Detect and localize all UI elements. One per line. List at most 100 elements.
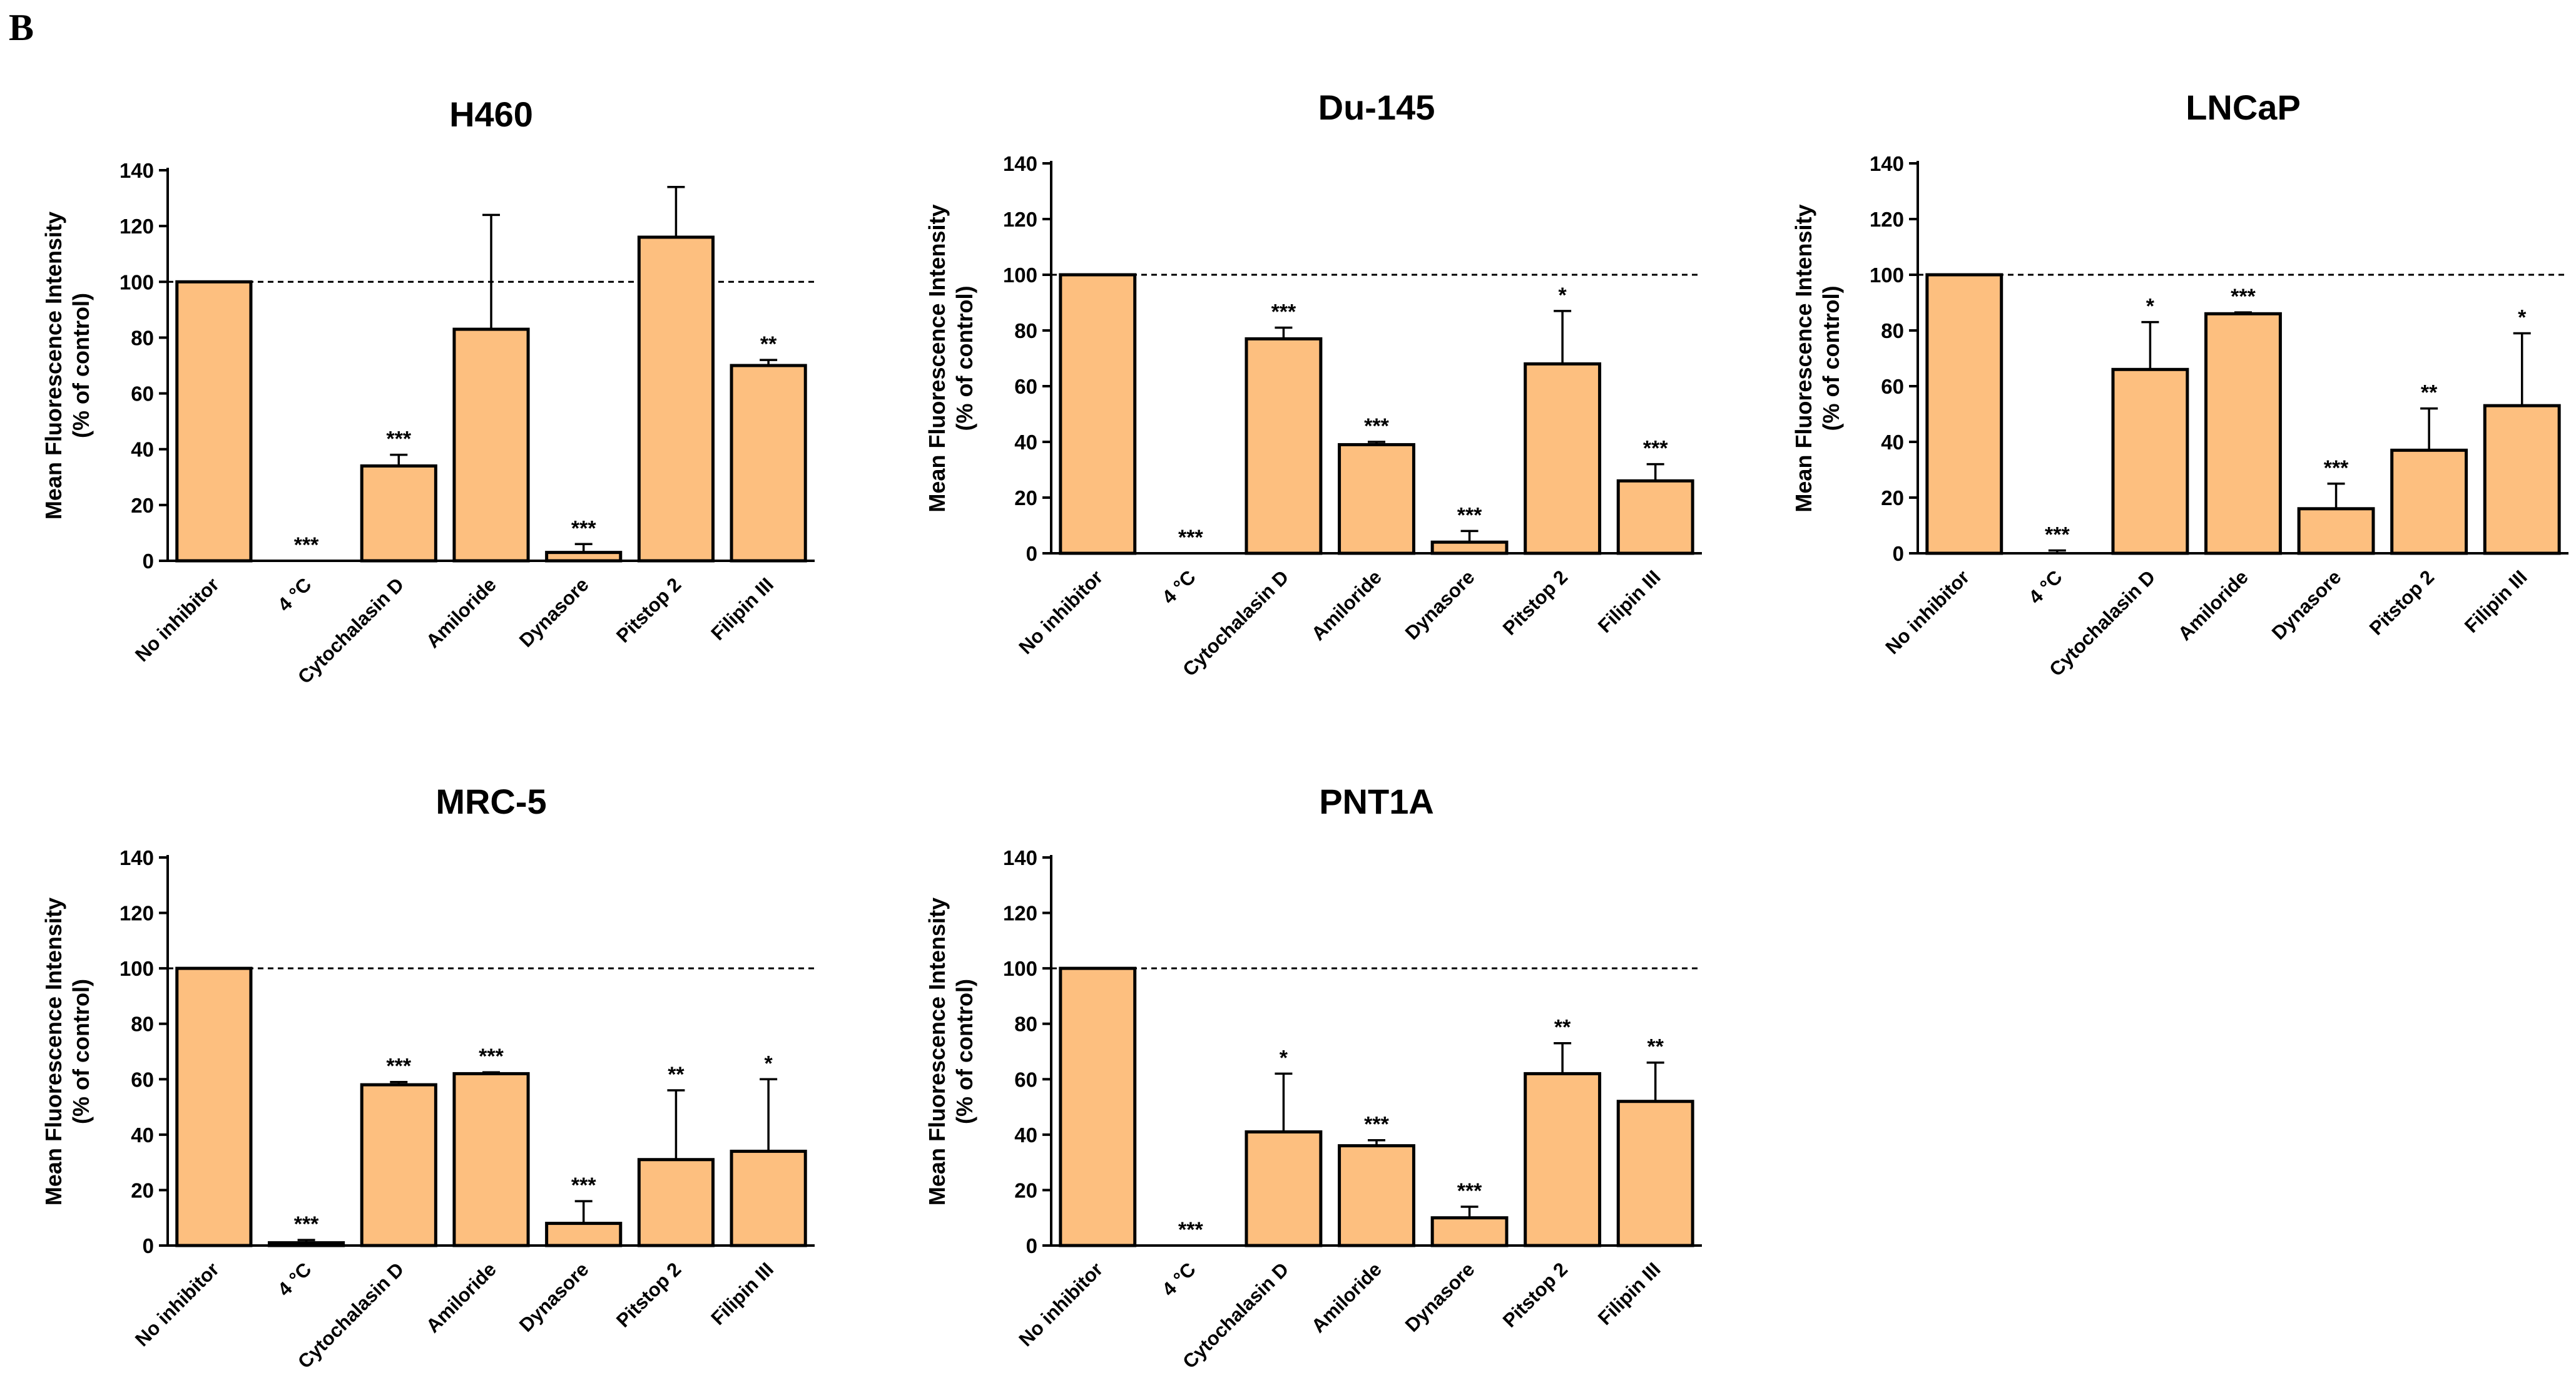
x-category-label: Dynasore — [1401, 1258, 1479, 1336]
bar-4 — [452, 327, 530, 563]
x-category-label: Filipin III — [1594, 566, 1665, 637]
y-tick-label: 40 — [1881, 431, 1904, 454]
panel-letter: B — [9, 7, 34, 48]
bar-4 — [452, 1072, 530, 1247]
bar-5 — [1430, 540, 1509, 555]
y-tick-label: 140 — [1003, 152, 1037, 175]
y-axis-label: Mean Fluorescence Intensity — [41, 898, 66, 1205]
chart-panel-4: MRC-5 Mean Fluorescence Intensity (% of co… — [41, 782, 815, 1373]
y-axis-label-units: (% of control) — [1818, 286, 1844, 431]
bar-6 — [2390, 448, 2468, 555]
bar-5 — [1430, 1216, 1509, 1247]
y-tick-label: 100 — [120, 270, 154, 294]
chart-title: H460 — [449, 95, 533, 134]
bar-1 — [175, 966, 253, 1247]
chart-title: MRC-5 — [435, 782, 546, 821]
x-category-label: Amiloride — [2174, 566, 2253, 645]
x-category-label: 4 °C — [273, 573, 316, 616]
chart-panel-3: LNCaP Mean Fluorescence Intensity (% of co… — [1791, 88, 2568, 680]
x-category-label: Amiloride — [422, 1258, 501, 1337]
y-tick-label: 140 — [120, 846, 154, 869]
x-category-label: Pitstop 2 — [612, 573, 685, 647]
bar-6 — [637, 1158, 715, 1247]
significance-marker: * — [1280, 1046, 1288, 1070]
y-tick-label: 140 — [120, 159, 154, 182]
y-tick-label: 0 — [1026, 1234, 1037, 1257]
significance-marker: ** — [668, 1063, 685, 1087]
x-category-label: 4 °C — [273, 1258, 316, 1301]
y-tick-label: 120 — [120, 215, 154, 238]
y-tick-label: 80 — [1014, 1013, 1037, 1036]
x-category-label: Pitstop 2 — [2365, 566, 2438, 639]
significance-marker: *** — [1457, 503, 1482, 527]
y-tick-label: 20 — [1014, 486, 1037, 509]
y-tick-label: 60 — [131, 382, 154, 406]
bar-1 — [1925, 273, 2003, 555]
bar-3 — [1245, 1130, 1323, 1247]
bar-6 — [637, 235, 715, 563]
y-tick-label: 120 — [1870, 208, 1904, 231]
x-category-label: Amiloride — [1307, 566, 1386, 645]
x-category-label: Amiloride — [422, 573, 501, 652]
bar-5 — [2297, 507, 2375, 555]
y-tick-label: 80 — [1881, 319, 1904, 342]
x-category-label: Dynasore — [515, 1258, 593, 1336]
x-category-label: Pitstop 2 — [1499, 1258, 1572, 1331]
y-axis-label: Mean Fluorescence Intensity — [924, 898, 950, 1205]
significance-marker: *** — [386, 1055, 411, 1078]
y-tick-label: 120 — [1003, 902, 1037, 925]
x-category-label: Filipin III — [706, 573, 778, 645]
significance-marker: ** — [1647, 1035, 1664, 1059]
chart-title: PNT1A — [1319, 782, 1434, 821]
bar-7 — [2483, 404, 2561, 555]
y-tick-label: 60 — [1014, 375, 1037, 398]
y-tick-label: 60 — [131, 1068, 154, 1091]
bar-1 — [1059, 966, 1137, 1247]
bar-7 — [730, 1149, 807, 1247]
bar-5 — [545, 551, 623, 563]
significance-marker: * — [2146, 295, 2155, 319]
bar-4 — [1338, 1144, 1415, 1247]
significance-marker: ** — [1554, 1016, 1571, 1040]
y-axis-label: Mean Fluorescence Intensity — [41, 212, 66, 519]
y-tick-label: 0 — [143, 1234, 154, 1257]
y-tick-label: 40 — [131, 1123, 154, 1147]
y-tick-label: 20 — [1881, 486, 1904, 509]
significance-marker: *** — [1271, 300, 1296, 324]
significance-marker: * — [1559, 284, 1567, 307]
y-tick-label: 100 — [1003, 264, 1037, 287]
x-category-label: 4 °C — [2024, 566, 2067, 608]
bar-3 — [1245, 337, 1323, 555]
chart-panel-5: PNT1A Mean Fluorescence Intensity (% of co… — [924, 782, 1702, 1373]
y-tick-label: 60 — [1014, 1068, 1037, 1091]
y-tick-label: 40 — [1014, 431, 1037, 454]
x-category-label: No inhibitor — [131, 1258, 223, 1351]
bar-3 — [360, 1083, 437, 1247]
x-category-label: No inhibitor — [131, 573, 223, 666]
chart-title: Du-145 — [1318, 88, 1435, 127]
y-axis-label: Mean Fluorescence Intensity — [1791, 204, 1816, 512]
significance-marker: *** — [1364, 414, 1389, 438]
y-tick-label: 140 — [1870, 152, 1904, 175]
bar-3 — [2111, 367, 2189, 555]
bar-4 — [2204, 312, 2282, 555]
y-tick-label: 140 — [1003, 846, 1037, 869]
y-tick-label: 0 — [1026, 542, 1037, 565]
x-category-label: 4 °C — [1158, 566, 1200, 608]
bar-6 — [1524, 1072, 1602, 1247]
significance-marker: *** — [294, 1212, 319, 1236]
significance-marker: *** — [294, 533, 319, 557]
y-tick-label: 0 — [1893, 542, 1904, 565]
bar-7 — [730, 364, 807, 563]
bar-5 — [545, 1222, 623, 1247]
bar-1 — [175, 280, 253, 563]
bar-1 — [1059, 273, 1137, 555]
x-category-label: Dynasore — [1401, 566, 1479, 644]
significance-marker: ** — [760, 332, 777, 356]
y-axis-label: Mean Fluorescence Intensity — [924, 204, 950, 512]
chart-title: LNCaP — [2186, 88, 2301, 127]
x-category-label: No inhibitor — [1015, 566, 1107, 658]
x-category-label: 4 °C — [1158, 1258, 1200, 1301]
y-axis-label-units: (% of control) — [68, 979, 94, 1124]
